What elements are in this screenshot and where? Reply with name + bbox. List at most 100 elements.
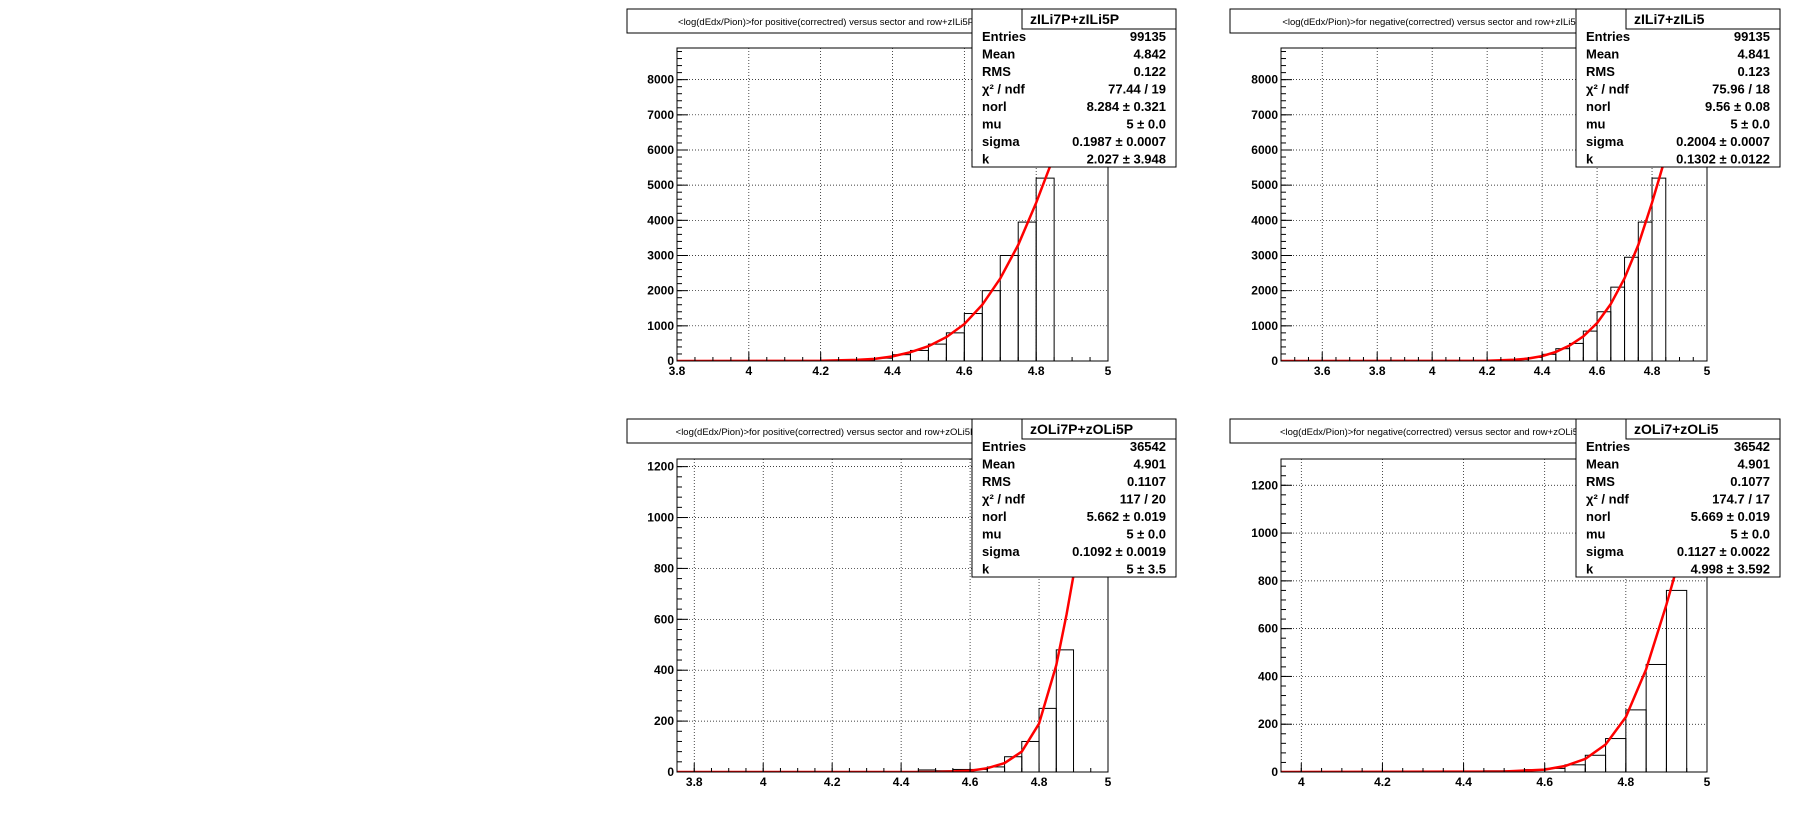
y-tick-label: 1200 [1251,478,1278,492]
y-axis: 0 200 400 600 800 1000 1200 [647,460,688,779]
x-tick-label: 4.2 [1479,364,1496,378]
histogram-bin [1665,589,1688,772]
y-tick-label: 600 [654,612,674,626]
stats-row-value: 5 ± 0.0 [1730,117,1770,132]
title-frame [1229,418,1629,444]
stats-row-label: sigma [982,544,1020,559]
x-tick-label: 4.2 [812,364,829,378]
plot-frame [676,458,1109,773]
y-tick-label: 2000 [1251,284,1278,298]
stats-row-value: 0.123 [1737,64,1770,79]
stats-name-frame [1021,418,1177,440]
stats-row-label: Mean [982,457,1015,472]
x-tick-label: 4.6 [956,364,973,378]
title-box: <log(dEdx/Pion)>for negative(correctred)… [1229,8,1629,34]
fit-curve [677,146,1059,361]
stats-row-label: Mean [1586,47,1619,62]
stats-row-label: norl [1586,509,1611,524]
x-tick-label: 3.8 [1369,364,1386,378]
stats-row-label: k [1586,562,1594,577]
stats-row-value: 0.1302 ± 0.0122 [1676,152,1770,167]
stats-row-label: mu [1586,527,1606,542]
stats-row-value: 0.1107 [1127,474,1166,489]
stats-row-value: 4.841 [1737,47,1770,62]
stats-box: zOLi7P+zOLi5P Entries 36542 Mean 4.901 RMS 0.1… [971,418,1177,578]
stats-row-value: 0.1092 ± 0.0019 [1072,544,1166,559]
stats-row-label: mu [982,117,1002,132]
stats-row-value: 0.1077 [1730,474,1770,489]
x-tick-label: 3.8 [686,775,703,789]
stats-box: zILi7+zILi5 Entries 99135 Mean 4.841 RMS 0.123… [1575,8,1781,168]
stats-row-label: Entries [982,439,1026,454]
stats-row-label: k [982,562,990,577]
stats-row-label: sigma [1586,544,1624,559]
x-axis: 3.8 4 4.2 4.4 4.6 4.8 5 [676,763,1112,789]
stats-name: zILi7+zILi5 [1634,11,1705,27]
stats-box: zOLi7+zOLi5 Entries 36542 Mean 4.901 RMS 0.107… [1575,418,1781,578]
x-tick-label: 4.8 [1028,364,1045,378]
stats-row-label: k [1586,152,1594,167]
title-box: <log(dEdx/Pion)>for positive(correctred)… [626,8,1026,34]
y-tick-label: 200 [1258,717,1278,731]
stats-row-label: Entries [982,29,1026,44]
stats-row-value: 36542 [1734,439,1770,454]
stats-row-label: RMS [982,474,1011,489]
x-tick-label: 5 [1105,364,1112,378]
x-tick-label: 4.4 [893,775,910,789]
stats-row-value: 4.901 [1133,457,1166,472]
x-tick-label: 4 [1429,364,1436,378]
stats-row-value: 77.44 / 19 [1108,82,1166,97]
stats-row-value: 5 ± 0.0 [1730,527,1770,542]
stats-name-frame [1625,418,1781,440]
y-tick-label: 7000 [1251,108,1278,122]
plot-title: <log(dEdx/Pion)>for positive(correctred)… [678,17,974,28]
stats-row-label: χ² / ndf [982,82,1026,97]
x-tick-label: 4.6 [1589,364,1606,378]
y-tick-label: 5000 [1251,178,1278,192]
pad-top-left: 3.8 4 4.2 4.4 4.6 4.8 5 0 1000 2000 3000 4000 5000 60… [626,8,1177,378]
title-frame [1229,8,1629,34]
y-tick-label: 1000 [1251,526,1278,540]
stats-frame [1575,418,1781,578]
pads-layer: 3.8 4 4.2 4.4 4.6 4.8 501000200030004000500060… [626,8,1781,789]
pad-top-right: 3.6 3.8 4 4.2 4.4 4.6 4.8 5 0 1000 2000 3000 4000 500… [1229,8,1781,378]
y-tick-label: 3000 [1251,248,1278,262]
stats-row-label: RMS [1586,64,1615,79]
stats-row-label: Mean [982,47,1015,62]
stats-name-frame [1021,8,1177,30]
stats-row-label: norl [1586,99,1611,114]
stats-row-value: 4.901 [1737,457,1770,472]
x-axis: 3.8 4 4.2 4.4 4.6 4.8 5 [669,352,1112,378]
pad-bottom-right: 4 4.2 4.4 4.6 4.8 5 0 200 400 600 800 1000 1200 <log(… [1229,418,1781,789]
x-tick-label: 4 [745,364,752,378]
x-tick-label: 4 [760,775,767,789]
x-tick-label: 4.2 [824,775,841,789]
x-axis: 3.6 3.8 4 4.2 4.4 4.6 4.8 5 [1280,352,1711,378]
y-tick-label: 0 [667,765,674,779]
x-tick-label: 5 [1704,364,1711,378]
y-tick-label: 4000 [647,213,674,227]
stats-row-value: 5 ± 0.0 [1126,527,1166,542]
stats-box: zILi7P+zILi5P Entries 99135 Mean 4.842 RMS 0.1… [971,8,1177,168]
stats-row-label: χ² / ndf [982,492,1026,507]
stats-row-value: 4.998 ± 3.592 [1691,562,1770,577]
stats-name: zOLi7+zOLi5 [1634,421,1719,437]
plot-title: <log(dEdx/Pion)>for positive(correctred)… [676,427,977,438]
stats-row-label: sigma [1586,134,1624,149]
stats-row-value: 0.1987 ± 0.0007 [1072,134,1166,149]
x-tick-label: 3.6 [1314,364,1331,378]
x-tick-label: 4.4 [1455,775,1472,789]
x-axis: 4 4.2 4.4 4.6 4.8 5 [1280,763,1711,789]
x-tick-label: 5 [1704,775,1711,789]
fit-curve [1281,146,1670,361]
stats-row-label: Mean [1586,457,1619,472]
y-tick-label: 7000 [647,108,674,122]
stats-row-value: 174.7 / 17 [1712,492,1770,507]
y-tick-label: 4000 [1251,213,1278,227]
y-axis: 0 1000 2000 3000 4000 5000 6000 7000 8000 [647,51,688,368]
stats-row-value: 117 / 20 [1120,492,1166,507]
x-tick-label: 5 [1105,775,1112,789]
stats-row-value: 5 ± 0.0 [1126,117,1166,132]
y-tick-label: 600 [1258,622,1278,636]
stats-name: zOLi7P+zOLi5P [1030,421,1133,437]
